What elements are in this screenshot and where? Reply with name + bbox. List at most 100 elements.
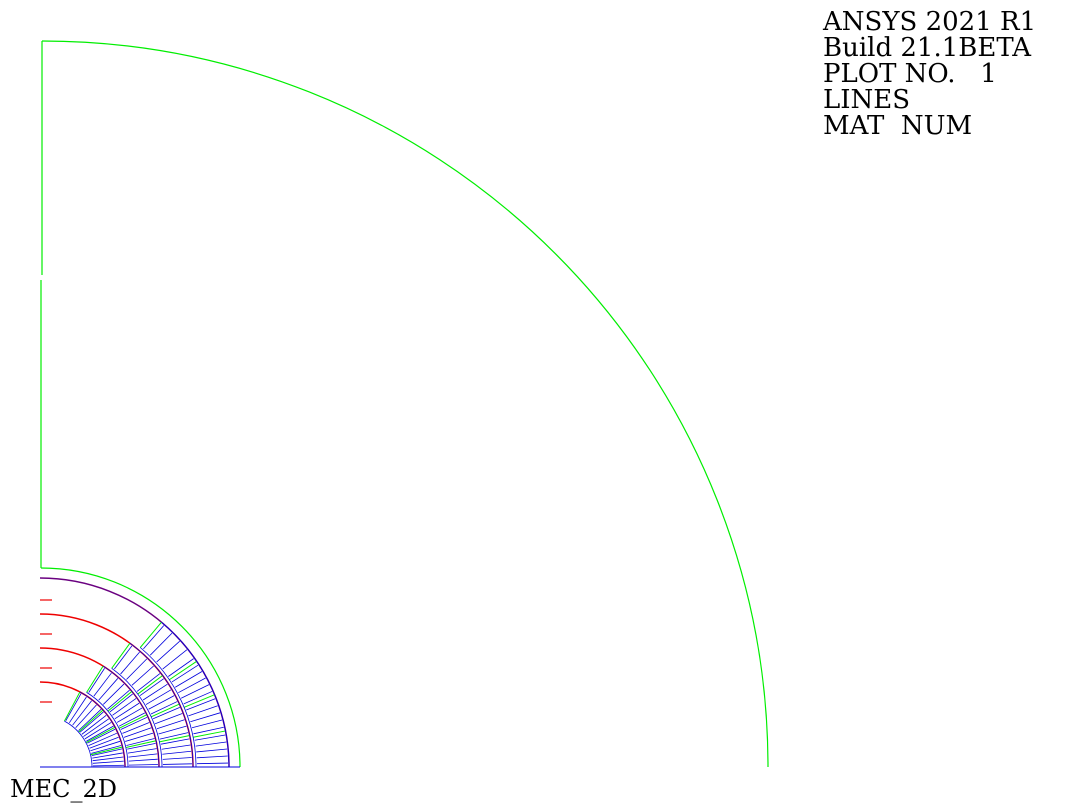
- layer-2-winding-2-1: [126, 738, 155, 746]
- layer-3-winding-4-3: [126, 658, 148, 680]
- layer-1-winding-1-3: [92, 756, 124, 762]
- layer-3-winding-4-2: [131, 665, 154, 686]
- layer-1-winding-2-4: [88, 732, 118, 747]
- layer-4-winding-2-5: [186, 698, 216, 711]
- layer-1-winding-1-5: [91, 748, 123, 756]
- layer-4-winding-4-3: [156, 640, 180, 663]
- layer-1-winding-3-2: [84, 722, 112, 740]
- layer-1-block-edge-5: [63, 691, 81, 722]
- layer-2-outer-arc: [102, 665, 160, 768]
- layer-4-winding-2-2: [191, 719, 223, 729]
- inner-boundary-arc: [40, 567, 241, 768]
- layer-2-winding-1-5: [127, 742, 156, 750]
- layer-4-winding-3-4: [175, 671, 203, 688]
- layer-4-winding-4-4: [149, 632, 173, 656]
- info-line-version: ANSYS 2021 R1: [822, 7, 1036, 37]
- layer-1-winding-2-3: [89, 736, 119, 749]
- layer-4-block-edge-5: [139, 621, 162, 648]
- layer-2-block-edge-3: [118, 714, 148, 729]
- layer-2-winding-3-3: [114, 702, 140, 720]
- layer-4-winding-1-3: [196, 748, 228, 753]
- layer-3-winding-1-2: [162, 757, 192, 760]
- info-line-build: Build 21.1BETA: [823, 33, 1032, 63]
- layer-1-winding-3-1: [86, 725, 114, 742]
- layer-3-winding-2-4: [154, 713, 183, 725]
- layer-4-block-edge-3: [183, 694, 215, 708]
- coil-cross-section: [39, 577, 240, 768]
- layer-3-outer-arc: [129, 642, 194, 768]
- layer-4-winding-3-3: [178, 677, 206, 694]
- layer-4-winding-4-1: [168, 658, 194, 677]
- layer-2-winding-1-2: [128, 758, 158, 762]
- layer-4-winding-4-5: [143, 625, 165, 650]
- layer-3-winding-1-1: [162, 763, 192, 765]
- layer-1-inner-arc: [64, 720, 93, 768]
- layer-1-outer-arc: [79, 691, 126, 768]
- layer-1-winding-1-1: [92, 764, 124, 767]
- layer-3-winding-2-3: [156, 719, 185, 730]
- layer-3-winding-3-5: [139, 678, 164, 696]
- layer-2-winding-3-1: [118, 712, 146, 727]
- layer-2-winding-3-4: [112, 698, 137, 716]
- layer-3-block-edge-2: [159, 735, 190, 743]
- layer-1-winding-4-3: [72, 700, 92, 726]
- layer-2-winding-4-2: [103, 683, 125, 705]
- layer-2-winding-2-4: [122, 722, 150, 734]
- layer-4-winding-3-5: [171, 664, 199, 683]
- layer-4-winding-2-4: [188, 705, 218, 717]
- layer-1-winding-4-2: [75, 704, 97, 729]
- layer-3-winding-3-4: [142, 683, 168, 701]
- layer-1-winding-1-4: [92, 752, 123, 759]
- coil-layer-arc-2: [39, 647, 160, 768]
- layer-2-winding-1-3: [128, 753, 158, 758]
- layer-3-winding-2-1: [159, 732, 189, 740]
- layer-1-winding-2-2: [90, 740, 121, 752]
- layer-3-block-edge-5: [111, 642, 131, 669]
- layer-4-winding-1-1: [196, 762, 228, 765]
- layer-2-winding-2-3: [123, 727, 152, 738]
- layer-3-block-edge-3: [150, 703, 180, 718]
- layer-4-winding-1-5: [194, 734, 226, 741]
- layer-4-winding-1-4: [195, 741, 227, 747]
- layer-3-winding-3-2: [148, 695, 175, 710]
- layer-4-winding-4-2: [162, 649, 188, 670]
- outer-arc: [41, 40, 769, 768]
- layer-3-winding-2-5: [152, 706, 180, 720]
- layer-4-winding-1-2: [196, 755, 228, 759]
- layer-2-inner-arc: [86, 692, 129, 768]
- layer-2-winding-1-1: [128, 764, 158, 766]
- layer-1-winding-2-1: [91, 745, 122, 754]
- outer-boundary: [40, 40, 769, 768]
- layer-2-winding-2-5: [120, 716, 148, 730]
- layer-4-inner-arc: [140, 647, 197, 768]
- layer-4-outer-arc: [161, 621, 230, 768]
- layer-4-winding-3-2: [180, 684, 210, 699]
- layer-2-winding-4-1: [107, 689, 130, 710]
- layer-1-block-edge-4: [78, 709, 104, 733]
- layer-1-winding-2-5: [87, 728, 116, 744]
- layer-4-winding-2-1: [193, 726, 224, 735]
- layer-1-winding-4-1: [78, 709, 102, 731]
- layer-1-block-edge-2: [90, 746, 123, 756]
- layer-3-inner-arc: [111, 667, 163, 768]
- info-line-mat-num: MAT NUM: [823, 111, 972, 141]
- layer-1-block-edge-3: [85, 726, 116, 744]
- info-line-plot-no: PLOT NO. 1: [823, 59, 997, 89]
- layer-1-winding-4-4: [68, 696, 87, 724]
- axis-line: [40, 41, 43, 568]
- coil-layer-arc-1: [39, 681, 126, 768]
- layer-2-winding-3-2: [116, 707, 143, 723]
- layer-2-block-edge-5: [86, 665, 104, 693]
- layer-2-block-edge-4: [107, 691, 133, 712]
- layer-2-winding-2-2: [125, 732, 154, 742]
- layer-3-winding-4-4: [120, 651, 140, 675]
- layer-3-winding-2-2: [158, 725, 187, 735]
- info-block: ANSYS 2021 R1 Build 21.1BETA PLOT NO. 1 …: [822, 7, 1036, 141]
- layer-2-winding-4-4: [93, 672, 112, 697]
- layer-2-winding-4-3: [98, 678, 119, 701]
- layer-1-winding-3-3: [83, 718, 110, 737]
- layer-3-winding-1-5: [160, 738, 190, 745]
- layer-1-winding-1-2: [92, 760, 124, 764]
- layer-2-block-edge-2: [125, 740, 157, 749]
